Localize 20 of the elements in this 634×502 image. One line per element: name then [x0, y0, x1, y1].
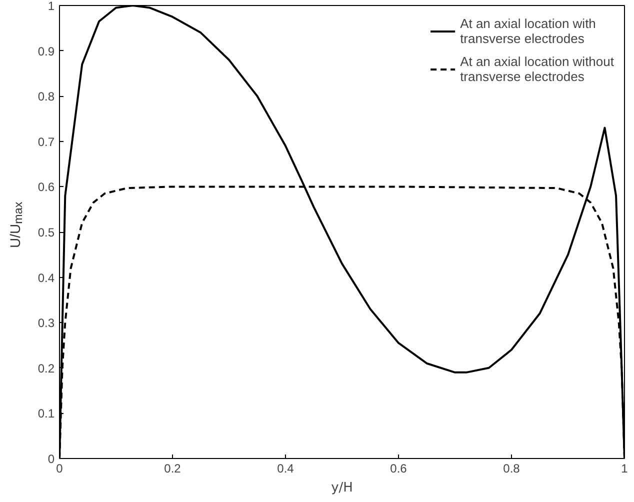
x-tick-label: 0.2: [164, 462, 182, 476]
y-tick-label: 0.9: [38, 44, 55, 58]
y-tick-label: 0.3: [38, 316, 55, 330]
x-tick-label: 1: [621, 462, 628, 476]
legend-label: At an axial location without transverse electrodes: [460, 53, 614, 85]
y-tick-label: 0.8: [38, 90, 55, 104]
y-tick-label: 0.2: [38, 361, 55, 376]
x-axis-title: y/H: [331, 480, 353, 496]
y-tick-label: 0.5: [38, 226, 55, 240]
y-tick-label: 0.4: [38, 270, 55, 285]
y-tick-label: 0.7: [38, 134, 55, 149]
y-tick-label: 0: [48, 452, 55, 466]
x-tick-label: 0.4: [277, 462, 294, 476]
x-tick-label: 0.6: [390, 462, 408, 476]
y-tick-label: 0.1: [38, 406, 55, 421]
y-tick-label: 0.6: [38, 180, 55, 194]
y-tick-label: 1: [48, 0, 55, 13]
x-tick-label: 0: [56, 462, 64, 476]
legend-label: At an axial location with transverse electrodes: [460, 15, 596, 47]
x-tick-label: 0.8: [503, 462, 520, 476]
